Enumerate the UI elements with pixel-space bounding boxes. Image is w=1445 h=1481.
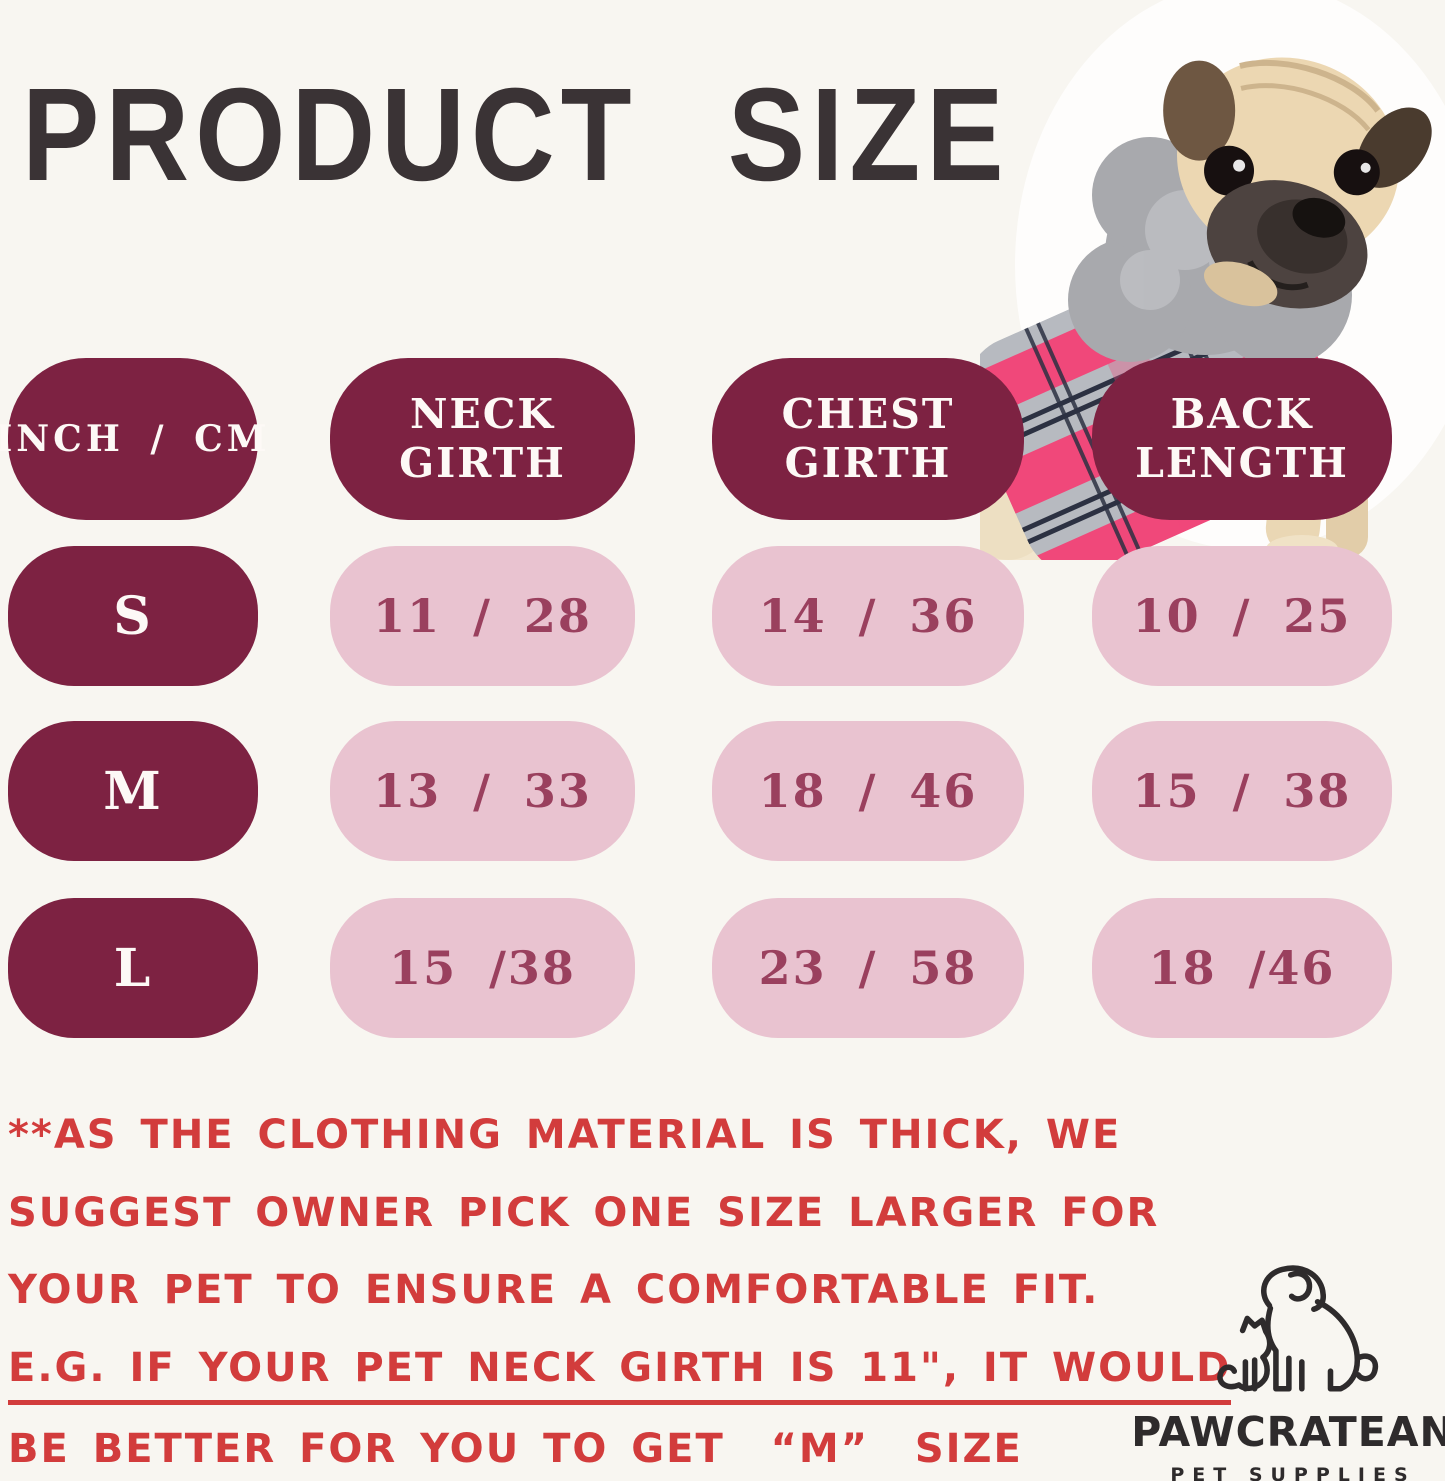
note-line-5: BE BETTER FOR YOU TO GET “M” SIZE — [8, 1426, 1023, 1481]
row-s-chest-value: 14 / 36 — [758, 589, 978, 643]
note-line-2: SUGGEST OWNER PICK ONE SIZE LARGER FOR — [8, 1190, 1160, 1236]
header-back-length-pill: BACK LENGTH — [1092, 358, 1392, 520]
row-l-size-label: L — [113, 937, 153, 999]
row-s-chest-value-pill: 14 / 36 — [712, 546, 1024, 686]
row-s-size-pill: S — [8, 546, 258, 686]
note-line-3: YOUR PET TO ENSURE A COMFORTABLE FIT. — [8, 1267, 1100, 1313]
row-l-chest-value: 23 / 58 — [758, 941, 978, 995]
header-back-line2: LENGTH — [1135, 439, 1349, 487]
page-title: PRODUCT SIZE — [22, 60, 1010, 209]
row-s-back-value-pill: 10 / 25 — [1092, 546, 1392, 686]
row-l-back-value-pill: 18 /46 — [1092, 898, 1392, 1038]
header-neck-line2: GIRTH — [399, 439, 566, 487]
row-l-size-pill: L — [8, 898, 258, 1038]
header-neck-girth-pill: NECK GIRTH — [330, 358, 635, 520]
header-chest-girth-pill: CHEST GIRTH — [712, 358, 1024, 520]
row-l-back-value: 18 /46 — [1148, 941, 1336, 995]
row-s-size-label: S — [113, 585, 153, 647]
row-m-size-label: M — [103, 760, 163, 822]
row-m-size-pill: M — [8, 721, 258, 861]
row-s-neck-value-pill: 11 / 28 — [330, 546, 635, 686]
row-l-neck-value: 15 /38 — [389, 941, 576, 995]
header-unit-pill: INCH / CM — [0, 358, 267, 520]
header-neck-line1: NECK — [410, 389, 555, 438]
header-chest-line1: CHEST — [781, 389, 955, 438]
row-m-chest-value: 18 / 46 — [758, 764, 978, 818]
row-m-chest-value-pill: 18 / 46 — [712, 721, 1024, 861]
note-line-4: E.G. IF YOUR PET NECK GIRTH IS 11", IT W… — [8, 1345, 1232, 1405]
row-l-chest-value-pill: 23 / 58 — [712, 898, 1024, 1038]
row-m-neck-value-pill: 13 / 33 — [330, 721, 635, 861]
dog-and-cat-logo-icon — [1216, 1265, 1378, 1392]
row-m-neck-value: 13 / 33 — [373, 764, 592, 818]
row-s-neck-value: 11 / 28 — [373, 589, 592, 643]
header-back-line1: BACK — [1170, 389, 1314, 438]
header-chest-line2: GIRTH — [784, 439, 952, 487]
row-m-back-value-pill: 15 / 38 — [1092, 721, 1392, 861]
header-unit-label: INCH / CM — [0, 418, 271, 460]
row-s-back-value: 10 / 25 — [1132, 589, 1352, 643]
note-line-1: **AS THE CLOTHING MATERIAL IS THICK, WE — [8, 1112, 1122, 1158]
brand-block: PAWCRATEAN PET SUPPLIES — [1131, 1250, 1445, 1481]
row-l-neck-value-pill: 15 /38 — [330, 898, 635, 1038]
brand-name: PAWCRATEAN — [1131, 1408, 1445, 1456]
row-m-back-value: 15 / 38 — [1132, 764, 1352, 818]
brand-tagline: PET SUPPLIES — [1170, 1464, 1416, 1481]
